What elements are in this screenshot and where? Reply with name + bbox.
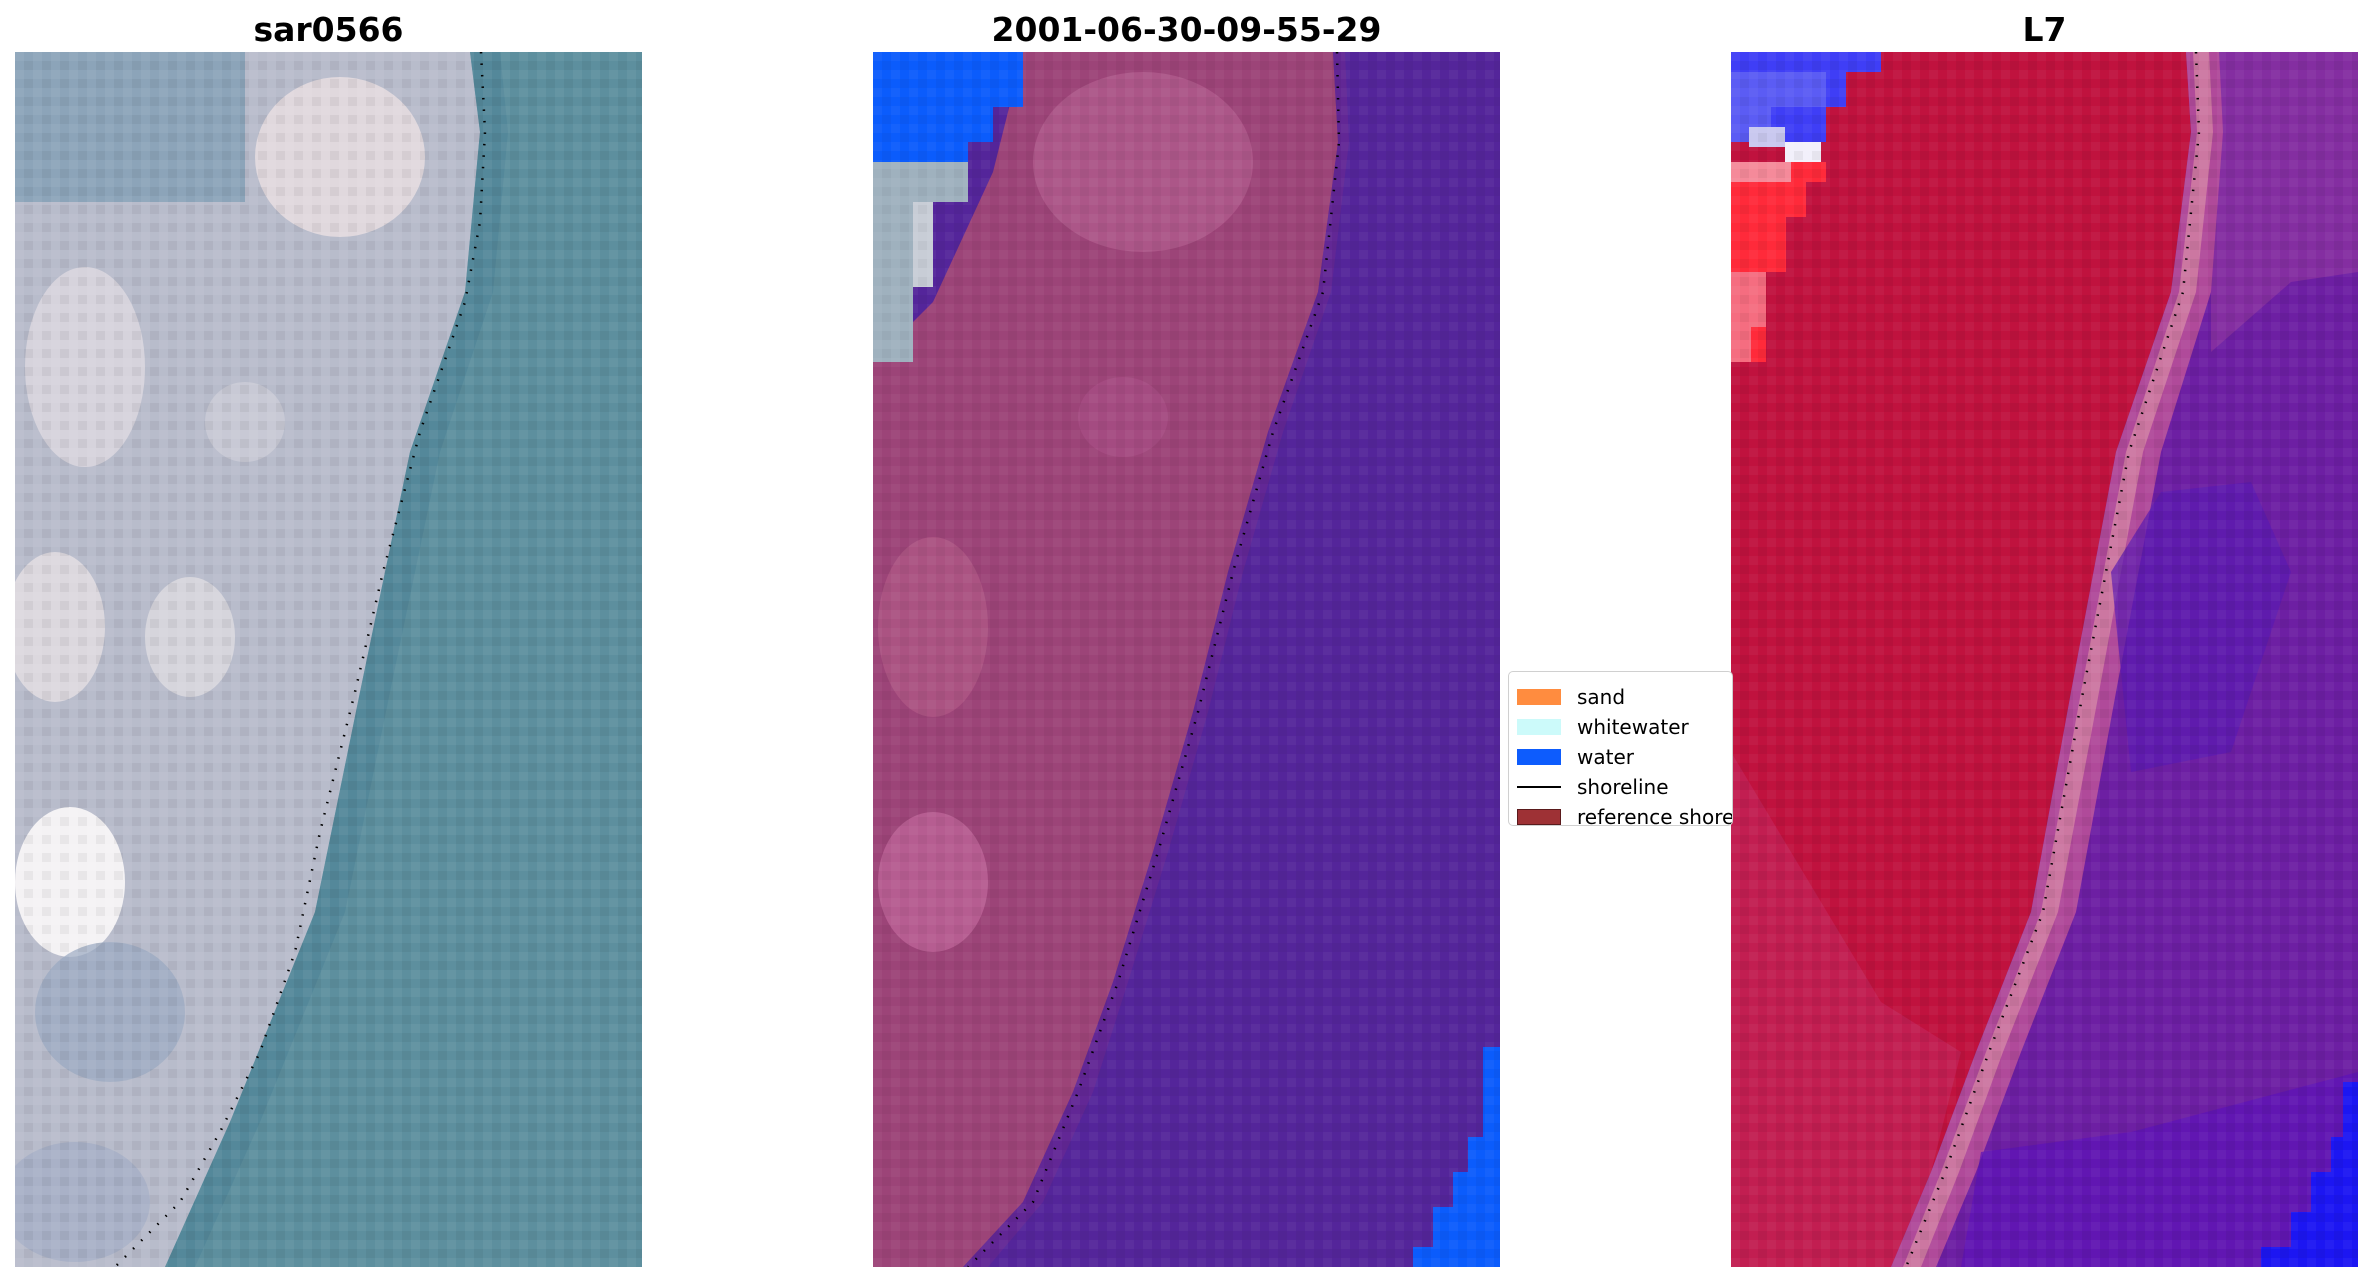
water-swatch: [1517, 749, 1561, 765]
reference-shoreline-swatch: [1517, 809, 1561, 825]
shoreline-line-icon: [1517, 786, 1561, 788]
legend-item-sand: sand: [1517, 682, 1625, 712]
panel-title-index: L7: [2022, 10, 2067, 49]
index-image: [1731, 52, 2358, 1267]
panel-title-classification: 2001-06-30-09-55-29: [991, 10, 1382, 49]
rgb-image-panel: [15, 52, 642, 1267]
classification-panel: [873, 52, 1500, 1267]
legend-label: shoreline: [1577, 775, 1669, 799]
legend-item-water: water: [1517, 742, 1634, 772]
legend: sand whitewater water shoreline referenc…: [1508, 671, 1733, 826]
legend-item-shoreline: shoreline: [1517, 772, 1669, 802]
legend-label: whitewater: [1577, 715, 1689, 739]
legend-label: sand: [1577, 685, 1626, 709]
sand-swatch: [1517, 689, 1561, 705]
shoreline-dots: [967, 52, 1341, 1267]
index-panel: [1731, 52, 2358, 1267]
legend-item-reference-shoreline: reference shoreline: [1517, 802, 1732, 826]
rgb-image: [15, 52, 642, 1267]
legend-item-whitewater: whitewater: [1517, 712, 1689, 742]
whitewater-swatch: [1517, 719, 1561, 735]
panel-title-rgb: sar0566: [253, 10, 404, 49]
classification-image: [873, 52, 1500, 1267]
legend-label: water: [1577, 745, 1634, 769]
legend-label: reference shoreline: [1577, 805, 1732, 826]
